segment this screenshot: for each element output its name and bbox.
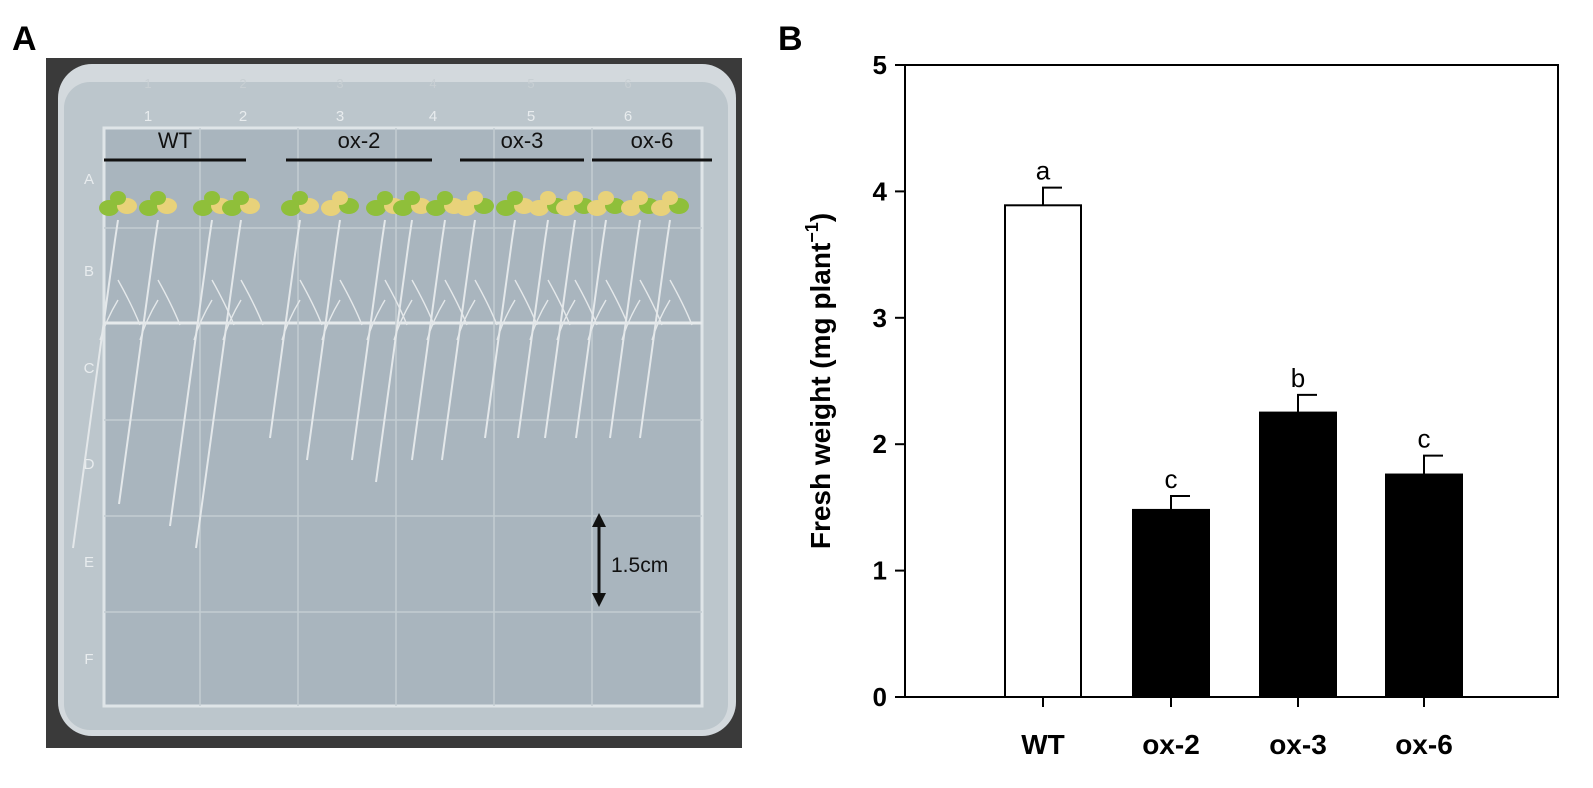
group-label: ox-6 (631, 128, 674, 153)
column-number-rim: 4 (429, 76, 436, 91)
column-number: 5 (527, 108, 535, 125)
row-letter: D (84, 456, 95, 473)
y-axis-ticks: 0 1 2 3 4 5 (873, 50, 905, 712)
significance-letter: c (1418, 424, 1431, 454)
y-axis-label: Fresh weight (mg plant−1) (802, 213, 836, 549)
y-tick-label: 4 (873, 176, 888, 206)
significance-letter: a (1036, 156, 1051, 186)
group-label: WT (158, 128, 192, 153)
significance-letters: a c b c (1036, 156, 1431, 494)
error-bars (1042, 186, 1443, 510)
y-axis-label-main: Fresh weight (mg plant (805, 243, 836, 549)
column-number-rim: 1 (144, 76, 151, 91)
bar (1259, 411, 1337, 698)
column-number: 4 (429, 108, 437, 125)
bar (1004, 204, 1082, 699)
plot-frame (904, 64, 1559, 698)
seedlings (72, 191, 693, 549)
x-tick-label: ox-3 (1269, 729, 1327, 760)
row-letter: B (84, 263, 94, 280)
seedling (544, 191, 598, 439)
significance-letter: b (1291, 363, 1305, 393)
group-label: ox-3 (501, 128, 544, 153)
y-tick-label: 3 (873, 303, 887, 333)
x-axis-ticks: WT ox-2 ox-3 ox-6 (1021, 697, 1453, 760)
column-number: 2 (239, 108, 247, 125)
column-number: 6 (624, 108, 632, 125)
y-tick-label: 5 (873, 50, 887, 80)
x-tick-label: ox-6 (1395, 729, 1453, 760)
y-tick-label: 1 (873, 556, 887, 586)
column-number: 3 (336, 108, 344, 125)
seedling (118, 191, 181, 505)
y-axis-label-close: ) (805, 213, 836, 222)
seedling (72, 191, 141, 549)
seedling (484, 191, 538, 439)
column-number-rim: 6 (624, 76, 631, 91)
genotype-group-labels: WT ox-2 ox-3 ox-6 (158, 128, 674, 153)
panel-b-label: B (778, 20, 803, 58)
scale-bar: 1.5cm (592, 513, 668, 607)
row-letter: C (84, 360, 95, 377)
seedling (375, 191, 435, 483)
seedling (441, 191, 498, 461)
plate-grid (104, 128, 702, 706)
row-letter: E (84, 554, 94, 571)
group-label: ox-2 (338, 128, 381, 153)
y-tick-label: 2 (873, 429, 887, 459)
seedling (306, 191, 363, 461)
column-number-rim: 3 (336, 76, 343, 91)
seedling (195, 191, 264, 549)
x-tick-label: ox-2 (1142, 729, 1200, 760)
agar-surface (104, 128, 702, 706)
bar (1385, 473, 1463, 699)
row-letter: F (84, 651, 93, 668)
plate-column-numbers: 1 1 2 2 3 3 4 4 5 5 6 6 (144, 76, 632, 125)
bars (1004, 204, 1463, 699)
row-letter: A (84, 171, 94, 188)
significance-letter: c (1165, 464, 1178, 494)
scale-bar-label: 1.5cm (611, 554, 668, 577)
column-number: 1 (144, 108, 152, 125)
seedling (609, 191, 663, 439)
seedling (269, 191, 323, 439)
panel-a-label: A (12, 20, 37, 58)
y-tick-label: 0 (873, 682, 887, 712)
agar-edge-highlight (102, 126, 704, 708)
y-axis-label-superscript: −1 (802, 222, 822, 243)
seedling (639, 191, 693, 439)
bar (1132, 508, 1210, 699)
column-number-rim: 5 (527, 76, 534, 91)
plate-row-letters: A B C D E F (84, 171, 95, 668)
x-tick-label: WT (1021, 729, 1065, 760)
column-number-rim: 2 (239, 76, 246, 91)
